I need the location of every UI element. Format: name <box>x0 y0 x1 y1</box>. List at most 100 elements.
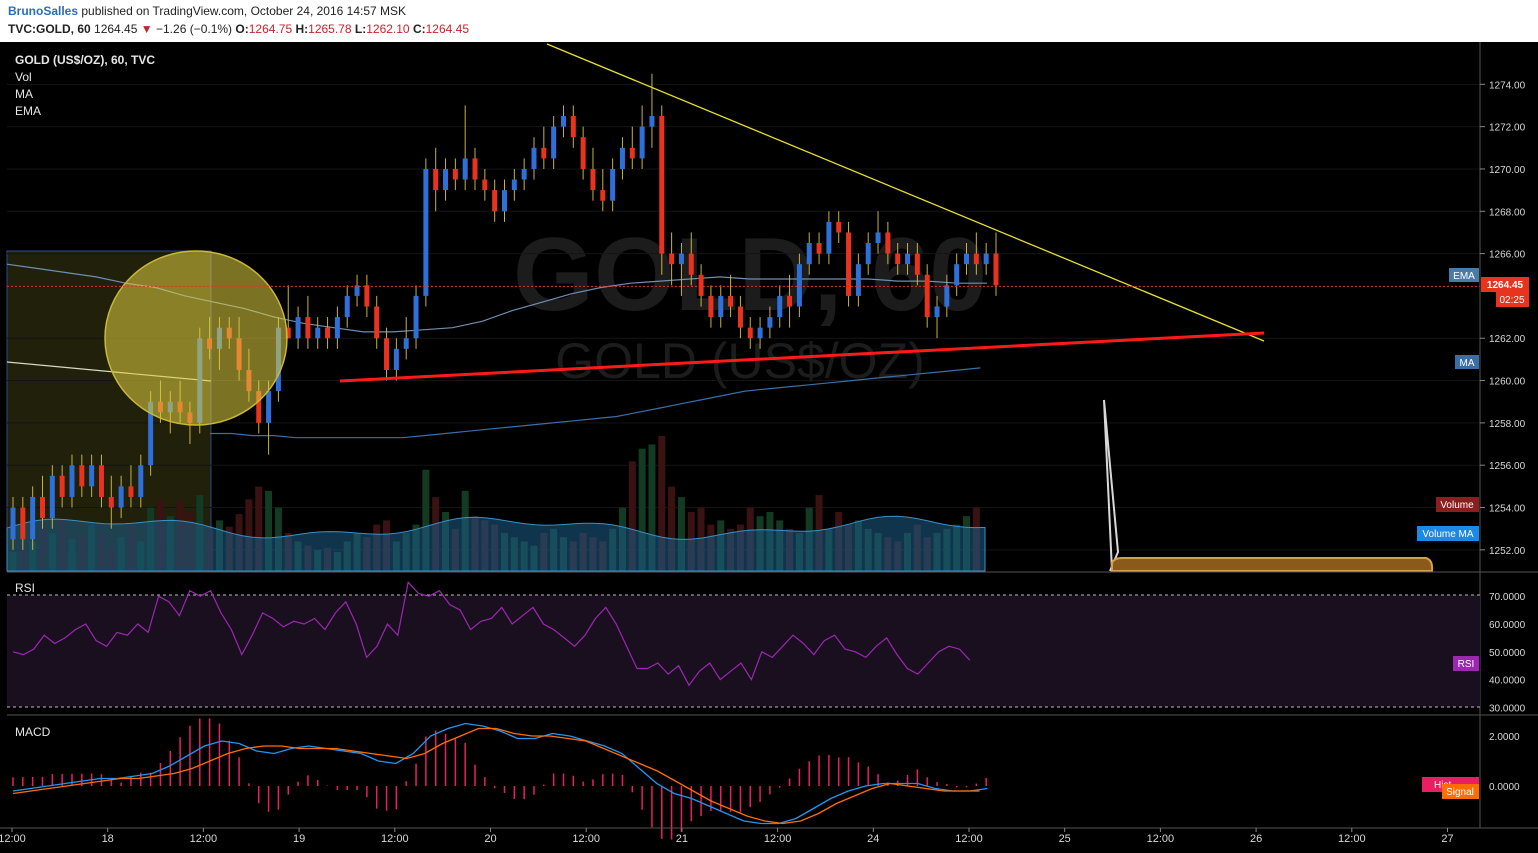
candle-body <box>305 317 311 339</box>
svg-text:02:25: 02:25 <box>1499 295 1524 306</box>
time-tick-label: 12:00 <box>955 833 983 845</box>
candle <box>570 105 576 148</box>
legend-ema[interactable]: EMA <box>15 104 41 118</box>
candle <box>511 168 517 201</box>
legend-ma[interactable]: MA <box>15 87 33 101</box>
candle <box>364 274 370 318</box>
candle-body <box>944 285 950 307</box>
candle <box>354 274 360 307</box>
candle-body <box>895 253 901 265</box>
candle-body <box>138 465 144 497</box>
candle <box>30 486 36 550</box>
candle-body <box>698 274 704 296</box>
volume-bar <box>677 497 685 571</box>
author-link[interactable]: BrunoSalles <box>8 4 79 18</box>
candle-body <box>767 317 773 328</box>
candle-body <box>69 465 75 497</box>
candle <box>649 73 655 148</box>
candle <box>384 327 390 381</box>
highlight-ellipse[interactable] <box>104 250 288 426</box>
volume-bar <box>648 444 656 571</box>
ma-badge: MA <box>1455 355 1479 369</box>
candle <box>777 285 783 328</box>
time-tick-label: 18 <box>102 833 114 845</box>
time-axis[interactable]: 12:00 18 12:00 19 12:00 20 12:00 21 12:00 24 12:00… <box>0 828 1454 845</box>
candle-body <box>433 168 439 191</box>
svg-text:Volume MA: Volume MA <box>1422 529 1473 540</box>
candle <box>993 232 999 296</box>
candle <box>846 221 852 307</box>
candle <box>983 243 989 275</box>
candle-body <box>541 147 547 159</box>
candle <box>492 179 498 222</box>
candle <box>964 243 970 275</box>
down-arrow-icon: ▼ <box>140 22 153 36</box>
candle-body <box>787 295 793 307</box>
rsi-line[interactable] <box>12 581 971 687</box>
candle-body <box>344 295 350 318</box>
candle <box>826 211 832 265</box>
descending-trendline[interactable] <box>546 43 1265 342</box>
candle <box>787 274 793 328</box>
candle <box>944 274 950 318</box>
svg-text:MA: MA <box>1460 358 1475 369</box>
legend-vol[interactable]: Vol <box>15 70 32 84</box>
ma-line[interactable] <box>210 367 981 439</box>
candle-body <box>295 317 301 339</box>
candle <box>973 232 979 275</box>
candle <box>49 465 55 529</box>
candle <box>89 454 95 497</box>
candle-body <box>855 264 861 296</box>
candle <box>285 285 291 339</box>
svg-text:RSI: RSI <box>1458 659 1475 670</box>
candle-body <box>492 190 498 212</box>
candle-body <box>816 243 822 254</box>
price-tick-label: 1254.00 <box>1489 504 1526 515</box>
candle <box>79 454 85 497</box>
candle <box>678 243 684 296</box>
macd-tick-label: 0.0000 <box>1489 782 1520 793</box>
candle <box>452 158 458 191</box>
price-chart[interactable]: GOLD, 60 GOLD (US$/OZ) GOLD (US$/OZ), 60… <box>0 42 1538 853</box>
macd-axis: 2.0000 0.0000 <box>1489 732 1520 793</box>
candle-body <box>521 168 527 180</box>
candle <box>560 105 566 138</box>
price-tick-label: 1252.00 <box>1489 546 1526 557</box>
candle <box>138 454 144 508</box>
candles[interactable] <box>10 73 999 550</box>
candle-body <box>128 486 134 497</box>
candle <box>334 306 340 349</box>
candle <box>423 158 429 307</box>
callout-shape[interactable] <box>1103 399 1434 572</box>
last-price: 1264.45 <box>94 22 138 36</box>
time-tick-label: 26 <box>1250 833 1262 845</box>
candle-body <box>403 338 409 349</box>
candle-body <box>580 137 586 169</box>
support-trendline[interactable] <box>339 331 1265 383</box>
candle <box>806 232 812 275</box>
candle <box>767 306 773 339</box>
candle-body <box>256 391 262 423</box>
candle <box>905 243 911 275</box>
candle-body <box>334 317 340 339</box>
candle-body <box>560 116 566 127</box>
candle-body <box>619 147 625 169</box>
svg-text:EMA: EMA <box>1453 271 1475 282</box>
candle-body <box>826 221 832 254</box>
candle-body <box>914 253 920 275</box>
candle-body <box>10 507 16 540</box>
volume-bar <box>658 436 666 571</box>
signal-line[interactable] <box>12 727 980 825</box>
candle-body <box>108 496 114 508</box>
rsi-axis: 70.0000 60.0000 50.0000 40.0000 30.0000 <box>1489 592 1526 714</box>
candle-body <box>629 147 635 159</box>
candle <box>98 454 104 508</box>
candle <box>895 243 901 275</box>
macd-line[interactable] <box>12 722 988 825</box>
candle-body <box>600 190 606 201</box>
candle <box>315 317 321 349</box>
volume-bar <box>422 469 430 571</box>
rsi-tick-label: 40.0000 <box>1489 676 1526 687</box>
close-label: C: <box>412 22 426 36</box>
candle <box>796 253 802 318</box>
